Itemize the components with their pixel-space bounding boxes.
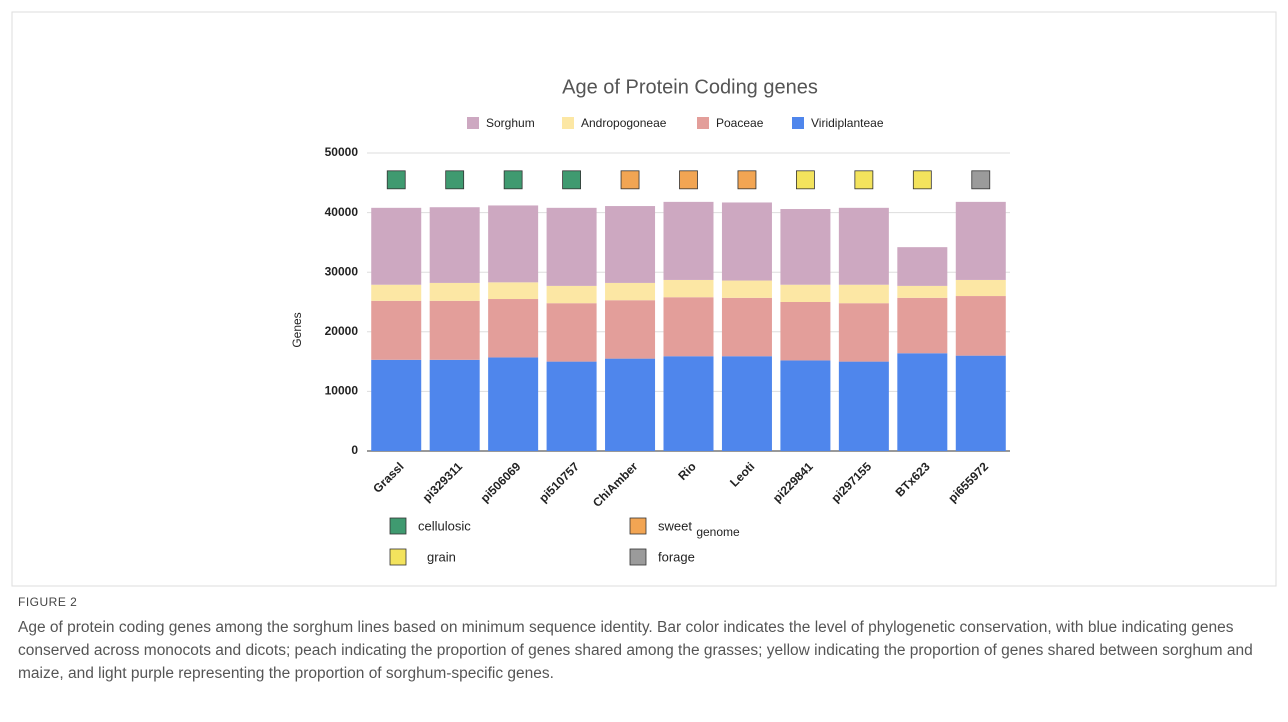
- x-axis-label: genome: [696, 525, 740, 539]
- x-tick-label: pi329311: [420, 459, 466, 505]
- legend-label: Andropogoneae: [581, 116, 667, 130]
- legend-label: Sorghum: [486, 116, 535, 130]
- legend-swatch: [562, 117, 574, 129]
- bar-segment: [663, 201, 714, 280]
- group-legend-label: sweet: [658, 518, 692, 533]
- bar-segment: [546, 207, 597, 286]
- y-tick-label: 40000: [325, 205, 359, 219]
- chart-title: Age of Protein Coding genes: [562, 76, 818, 98]
- group-marker: [912, 170, 932, 190]
- figure-label: FIGURE 2: [18, 595, 78, 609]
- bar-segment: [838, 303, 889, 362]
- bar-segment: [897, 247, 948, 286]
- legend-label: Poaceae: [716, 116, 764, 130]
- bar-segment: [605, 300, 656, 359]
- bar-segment: [488, 282, 539, 300]
- bar-segment: [721, 280, 772, 298]
- bar-segment: [838, 361, 889, 451]
- group-marker: [562, 170, 581, 190]
- bar-segment: [838, 284, 889, 304]
- legend-swatch: [467, 117, 479, 129]
- bar-segment: [371, 300, 422, 360]
- bar-segment: [721, 202, 772, 281]
- chart: Age of Protein Coding genes Genes genome…: [11, 11, 1277, 587]
- x-tick-label: pi297155: [828, 459, 874, 505]
- y-tick-label: 30000: [325, 264, 359, 278]
- bar-segment: [897, 285, 948, 298]
- group-marker: [679, 170, 698, 190]
- group-marker: [796, 170, 815, 190]
- legend-swatch: [792, 117, 804, 129]
- x-tick-label: BTx623: [893, 459, 933, 499]
- y-axis-label: Genes: [290, 312, 304, 347]
- group-legend-label: cellulosic: [418, 518, 471, 533]
- bar-segment: [663, 279, 714, 298]
- bar-segment: [897, 297, 948, 354]
- bar-segment: [546, 285, 597, 304]
- group-legend-swatch: [389, 517, 407, 535]
- bar-segment: [955, 355, 1006, 451]
- bar-segment: [605, 282, 656, 301]
- bar-segment: [663, 356, 714, 451]
- group-marker: [971, 170, 991, 190]
- bar-segment: [780, 360, 831, 451]
- bar-segment: [838, 207, 889, 285]
- group-legend-label: grain: [427, 549, 456, 564]
- bar-segment: [721, 356, 772, 451]
- x-tick-label: pi510757: [536, 459, 582, 505]
- bar-segment: [955, 201, 1006, 280]
- bar-segment: [546, 361, 597, 451]
- bar-segment: [371, 284, 422, 301]
- bar-segment: [488, 357, 539, 451]
- x-tick-label: Rio: [675, 459, 699, 483]
- bar-segment: [371, 207, 422, 285]
- bar-segment: [429, 300, 480, 360]
- bar-segment: [429, 282, 480, 301]
- legend-swatch: [697, 117, 709, 129]
- group-marker: [445, 170, 465, 190]
- group-legend-swatch: [629, 517, 647, 535]
- bar-segment: [663, 297, 714, 357]
- group-marker: [503, 170, 523, 190]
- group-marker: [737, 170, 757, 190]
- bar-segment: [488, 299, 539, 358]
- x-tick-label: Leoti: [727, 459, 757, 489]
- y-tick-label: 10000: [325, 384, 359, 398]
- bar-segment: [955, 279, 1006, 297]
- bar-segment: [429, 359, 480, 451]
- y-tick-label: 0: [351, 443, 358, 457]
- x-tick-label: pi655972: [945, 459, 991, 505]
- x-tick-label: pi229841: [770, 459, 816, 505]
- legend-label: Viridiplanteae: [811, 116, 884, 130]
- y-tick-label: 50000: [325, 145, 359, 159]
- bar-segment: [488, 205, 539, 283]
- bar-segment: [371, 359, 422, 451]
- bar-segment: [780, 209, 831, 285]
- group-marker: [386, 170, 406, 190]
- group-legend-swatch: [629, 548, 647, 566]
- bar-segment: [780, 302, 831, 361]
- bar-segment: [546, 303, 597, 362]
- figure-frame: [11, 11, 1277, 587]
- bar-segment: [780, 284, 831, 302]
- bar-segment: [605, 206, 656, 283]
- bar-segment: [429, 207, 480, 283]
- group-marker: [854, 170, 874, 190]
- bar-segment: [897, 353, 948, 451]
- caption: Age of protein coding genes among the so…: [18, 619, 1253, 682]
- x-tick-label: ChiAmber: [590, 459, 641, 510]
- group-marker: [620, 170, 640, 190]
- y-tick-label: 20000: [325, 324, 359, 338]
- bar-segment: [605, 358, 656, 451]
- bar-segment: [721, 297, 772, 357]
- group-legend-label: forage: [658, 549, 695, 564]
- x-tick-label: Grassl: [370, 459, 406, 495]
- bar-segment: [955, 296, 1006, 356]
- x-tick-label: pi506069: [478, 459, 524, 505]
- group-legend-swatch: [389, 548, 407, 566]
